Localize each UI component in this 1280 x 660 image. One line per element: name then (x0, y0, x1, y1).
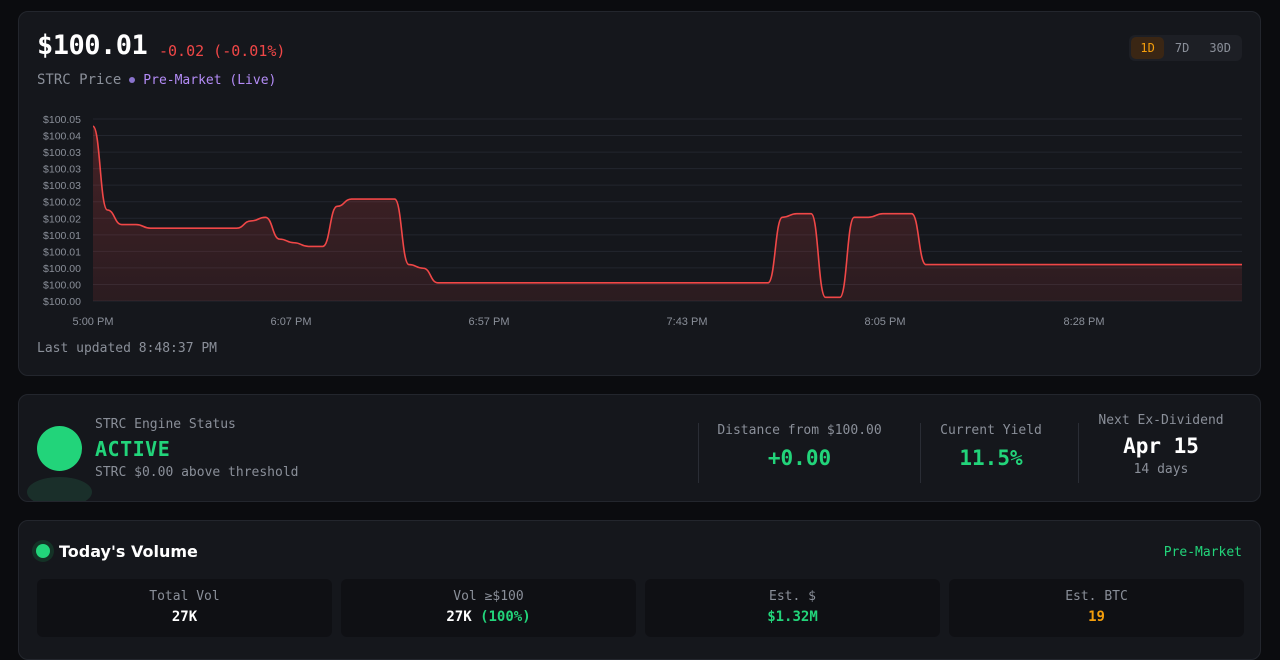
total-volume-tile: Total Vol 27K (37, 579, 332, 637)
est-btc-tile: Est. BTC 19 (949, 579, 1244, 637)
y-tick-label: $100.01 (43, 246, 81, 258)
volume-above-tile: Vol ≥$100 27K (100%) (341, 579, 636, 637)
volume-dot-icon (36, 544, 50, 558)
ticker-label: STRC Price (37, 72, 122, 88)
distance-label: Distance from $100.00 (717, 423, 882, 438)
distance-value: +0.00 (767, 446, 832, 470)
y-tick-label: $100.00 (43, 279, 81, 291)
status-indicator-icon (37, 426, 82, 471)
tile-label: Est. $ (769, 589, 816, 604)
status-glow (27, 477, 92, 501)
x-tick-label: 6:07 PM (271, 316, 312, 328)
divider (698, 423, 699, 483)
current-price: $100.01 (37, 30, 148, 61)
x-tick-label: 5:00 PM (73, 316, 114, 328)
tile-value-pct: (100%) (480, 609, 531, 625)
exdiv-metric: Next Ex-Dividend Apr 15 14 days (1081, 413, 1241, 477)
yield-value: 11.5% (959, 446, 1023, 470)
price-chart: $100.05 $100.04 $100.03 $100.03 $100.03 $100.… (43, 114, 1242, 328)
yield-metric: Current Yield 11.5% (921, 423, 1061, 470)
price-card: $100.01 -0.02 (-0.01%) STRC Price Pre-Ma… (18, 11, 1261, 376)
y-tick-label: $100.00 (43, 263, 81, 275)
engine-status-card: STRC Engine Status ACTIVE STRC $0.00 abo… (18, 394, 1261, 502)
x-tick-label: 7:43 PM (667, 316, 708, 328)
tile-value: 19 (1088, 609, 1105, 625)
tile-label: Est. BTC (1065, 589, 1128, 604)
last-updated: Last updated 8:48:37 PM (37, 341, 218, 356)
y-tick-label: $100.03 (43, 164, 81, 176)
engine-subtitle: STRC $0.00 above threshold (95, 465, 299, 480)
tile-value-main: 27K (446, 609, 472, 625)
volume-card: Today's Volume Pre-Market Total Vol 27K … (18, 520, 1261, 660)
y-tick-label: $100.00 (43, 296, 81, 308)
range-selector: 1D 7D 30D (1129, 35, 1242, 61)
range-7d-button[interactable]: 7D (1174, 41, 1190, 55)
yield-label: Current Yield (940, 423, 1042, 438)
exdiv-value: Apr 15 (1123, 434, 1199, 458)
divider (920, 423, 921, 483)
y-tick-label: $100.01 (43, 230, 81, 242)
x-tick-label: 6:57 PM (469, 316, 510, 328)
price-area (93, 126, 1242, 301)
y-tick-label: $100.02 (43, 197, 81, 209)
exdiv-label: Next Ex-Dividend (1098, 413, 1224, 428)
est-dollar-tile: Est. $ $1.32M (645, 579, 940, 637)
volume-session-badge: Pre-Market (1163, 545, 1242, 560)
y-tick-label: $100.05 (43, 114, 81, 126)
tile-label: Total Vol (149, 589, 220, 604)
volume-title: Today's Volume (59, 542, 198, 561)
engine-status: ACTIVE (95, 437, 171, 461)
range-30d-button[interactable]: 30D (1209, 41, 1231, 55)
x-tick-label: 8:28 PM (1064, 316, 1105, 328)
y-tick-label: $100.02 (43, 213, 81, 225)
exdiv-days: 14 days (1133, 462, 1189, 477)
tile-value: $1.32M (767, 609, 818, 625)
tile-value: 27K (171, 609, 198, 625)
price-subtitle: STRC Price Pre-Market (Live) (37, 72, 276, 88)
session-label: Pre-Market (Live) (143, 72, 277, 88)
live-dot-icon (129, 77, 136, 83)
range-1d-button[interactable]: 1D (1131, 37, 1164, 59)
y-tick-label: $100.03 (43, 180, 81, 192)
engine-title: STRC Engine Status (95, 417, 236, 432)
y-tick-label: $100.03 (43, 147, 81, 159)
tile-label: Vol ≥$100 (453, 589, 524, 604)
price-change: -0.02 (-0.01%) (159, 42, 286, 60)
distance-metric: Distance from $100.00 +0.00 (699, 423, 900, 470)
y-tick-label: $100.04 (43, 131, 81, 143)
x-tick-label: 8:05 PM (865, 316, 906, 328)
divider (1078, 423, 1079, 483)
tile-value: 27K (100%) (341, 609, 636, 625)
price-line (92, 125, 1242, 299)
